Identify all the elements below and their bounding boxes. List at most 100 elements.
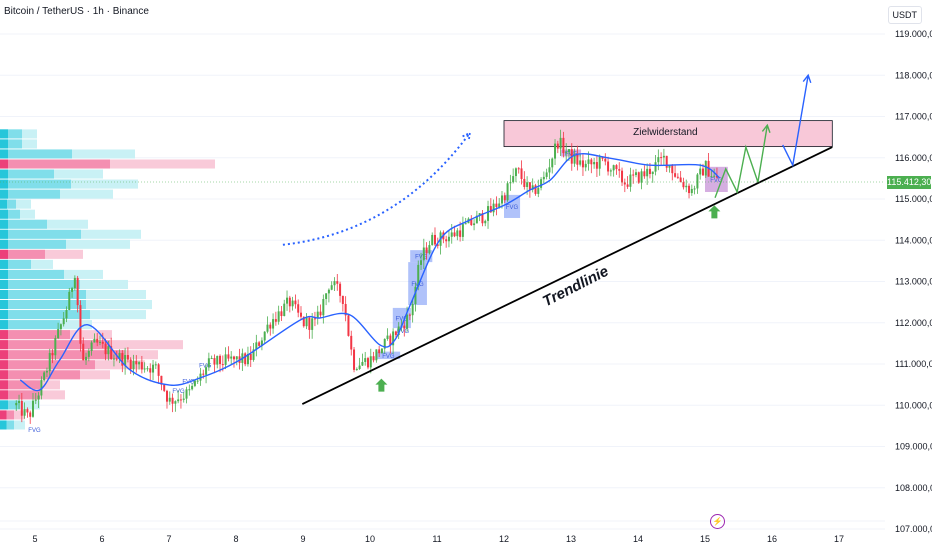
candle — [369, 348, 372, 374]
candle-body — [202, 373, 205, 375]
volume-profile-row-inner — [0, 259, 31, 269]
candle — [154, 361, 157, 370]
candle-body — [498, 203, 501, 208]
candle — [260, 337, 263, 351]
candle-body — [20, 400, 23, 416]
price-tick-label: 110.000,00 — [895, 400, 932, 410]
time-tick-label: 16 — [767, 534, 777, 544]
fvg-label: FVG — [397, 329, 410, 335]
candle-body — [45, 371, 48, 373]
candle-body — [425, 247, 428, 254]
time-tick-label: 9 — [300, 534, 305, 544]
candle — [450, 224, 453, 244]
volume-profile-row-inner — [0, 239, 66, 249]
time-scale[interactable]: 5 6 7 8 9 10 11 12 13 14 15 16 17 — [32, 534, 844, 544]
candle-body — [629, 174, 632, 187]
candle-body — [445, 239, 448, 242]
volume-profile-row-core — [0, 410, 7, 420]
candle-body — [333, 281, 336, 286]
candle — [378, 345, 381, 358]
candle — [626, 176, 629, 189]
volume-profile-row-inner — [0, 390, 40, 400]
price-scale-bg[interactable] — [885, 0, 932, 550]
candle — [341, 295, 344, 312]
candle — [512, 168, 515, 184]
candle-body — [383, 338, 386, 349]
volume-profile-row-core — [0, 289, 8, 300]
candle-body — [18, 400, 21, 404]
candle-body — [93, 338, 96, 343]
candle — [693, 185, 696, 195]
candle — [615, 164, 618, 175]
candle — [185, 386, 188, 404]
candle — [210, 355, 213, 360]
drawings[interactable] — [282, 73, 833, 405]
candle-body — [361, 361, 364, 366]
candle-body — [272, 319, 275, 329]
candle-body — [696, 174, 699, 189]
candle — [509, 174, 512, 191]
candle-body — [646, 168, 649, 177]
candle — [59, 323, 62, 336]
candle-body — [193, 380, 196, 386]
candle-body — [690, 188, 693, 194]
candle-body — [182, 398, 185, 400]
candle-body — [554, 143, 557, 159]
candle-body — [163, 384, 166, 391]
volume-profile-row-core — [0, 380, 8, 390]
candle-body — [76, 277, 79, 306]
candle-body — [593, 162, 596, 165]
candle — [361, 353, 364, 367]
candle — [576, 145, 579, 171]
candle-body — [294, 300, 297, 305]
candle-body — [392, 331, 395, 346]
candle-body — [230, 356, 233, 359]
candle — [216, 355, 219, 369]
candle — [696, 172, 699, 194]
price-tick-label: 108.000,00 — [895, 483, 932, 493]
candle — [439, 230, 442, 255]
candle-body — [62, 318, 65, 325]
currency-button[interactable]: USDT — [887, 6, 922, 24]
volume-profile-row-inner — [0, 169, 54, 179]
candle — [79, 300, 82, 352]
candle — [73, 275, 76, 291]
volume-profile-row-core — [0, 279, 8, 289]
candle-body — [302, 316, 305, 327]
candle-body — [556, 143, 559, 149]
resistance-zone[interactable] — [503, 120, 833, 148]
candle-body — [713, 175, 716, 177]
candle — [461, 216, 464, 242]
candle — [179, 394, 182, 409]
candle — [411, 299, 414, 323]
candle-body — [104, 343, 107, 355]
candle — [581, 154, 584, 177]
candle-body — [121, 353, 124, 366]
candle-body — [478, 213, 481, 216]
candle-body — [110, 346, 113, 360]
volume-profile-row-core — [0, 229, 8, 239]
volume-profile-row-core — [0, 249, 8, 259]
volume-profile — [0, 129, 215, 430]
candle — [93, 333, 96, 343]
candle-body — [146, 368, 149, 370]
candle-body — [495, 203, 498, 208]
candle-body — [191, 385, 194, 390]
volume-profile-row-core — [0, 320, 8, 330]
candle — [688, 183, 691, 199]
candle-body — [366, 358, 369, 368]
candle-body — [523, 178, 526, 187]
candle-body — [540, 179, 543, 188]
fvg-label: FVG — [199, 363, 212, 369]
candle-body — [68, 291, 71, 311]
candle-body — [394, 331, 397, 335]
candle-body — [431, 234, 434, 246]
candle — [662, 148, 665, 166]
candle — [358, 357, 361, 370]
candle — [15, 400, 18, 411]
price-scale[interactable]: 119.000,00 118.000,00 117.000,00 116.000,00… — [895, 29, 932, 534]
lightning-event-icon[interactable]: ⚡ — [710, 514, 725, 529]
candle-body — [51, 353, 54, 356]
candle — [375, 349, 378, 363]
